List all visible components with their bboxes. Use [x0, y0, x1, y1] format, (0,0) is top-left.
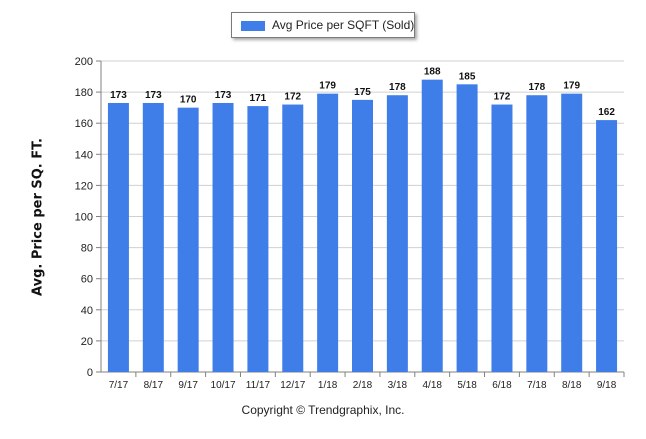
y-tick-label: 200 — [75, 56, 93, 68]
bar — [456, 84, 478, 372]
bar — [386, 95, 408, 373]
data-label: 175 — [354, 87, 371, 98]
y-tick-label: 20 — [81, 336, 93, 348]
y-tick-label: 120 — [75, 180, 93, 192]
x-tick-label: 3/18 — [388, 380, 408, 391]
x-tick-label: 6/18 — [492, 380, 512, 391]
legend-label: Avg Price per SQFT (Sold) — [272, 18, 415, 32]
data-label: 178 — [528, 82, 545, 93]
y-tick-label: 160 — [75, 118, 93, 130]
data-label: 173 — [145, 90, 162, 101]
y-tick-label: 80 — [81, 243, 93, 255]
bar — [352, 99, 373, 372]
bar — [491, 104, 513, 372]
bar — [421, 79, 443, 372]
bar — [247, 106, 269, 372]
bar — [596, 120, 618, 372]
x-tick-label: 5/18 — [457, 380, 477, 391]
legend: Avg Price per SQFT (Sold) — [231, 12, 415, 38]
data-label: 162 — [598, 107, 615, 118]
data-label: 179 — [563, 81, 580, 92]
y-tick-label: 0 — [87, 367, 93, 379]
x-tick-label: 11/17 — [246, 380, 271, 391]
copyright-text: Copyright © Trendgraphix, Inc. — [241, 403, 405, 417]
x-tick-label: 7/17 — [109, 380, 129, 391]
data-label: 179 — [319, 81, 336, 92]
x-tick-label: 2/18 — [353, 380, 373, 391]
bar — [317, 93, 339, 372]
bar — [526, 95, 548, 373]
bar — [282, 104, 304, 372]
data-label: 178 — [389, 82, 406, 93]
x-tick-label: 9/17 — [178, 380, 198, 391]
data-label: 172 — [284, 92, 301, 103]
x-tick-label: 8/18 — [562, 380, 582, 391]
x-tick-label: 4/18 — [422, 380, 442, 391]
x-tick-label: 12/17 — [280, 380, 305, 391]
y-tick-label: 100 — [75, 212, 93, 224]
x-tick-label: 10/17 — [211, 380, 236, 391]
legend-swatch — [241, 21, 265, 31]
bar — [212, 102, 234, 373]
bar — [561, 93, 583, 372]
data-label: 173 — [110, 90, 127, 101]
bar — [107, 102, 129, 373]
data-label: 188 — [424, 67, 441, 78]
y-tick-label: 40 — [81, 305, 93, 317]
data-label: 185 — [459, 71, 476, 82]
y-tick-label: 180 — [75, 87, 93, 99]
x-tick-label: 8/17 — [144, 380, 164, 391]
y-tick-label: 60 — [81, 274, 93, 286]
y-axis-label: Avg. Price per SQ. FT. — [30, 138, 46, 296]
data-label: 171 — [250, 93, 267, 104]
bar — [177, 107, 199, 373]
y-tick-label: 140 — [75, 149, 93, 161]
x-tick-label: 1/18 — [318, 380, 338, 391]
data-label: 173 — [215, 90, 232, 101]
data-label: 172 — [494, 92, 511, 103]
x-tick-label: 7/18 — [527, 380, 547, 391]
x-tick-label: 9/18 — [597, 380, 617, 391]
bar — [142, 102, 164, 373]
data-label: 170 — [180, 95, 197, 106]
